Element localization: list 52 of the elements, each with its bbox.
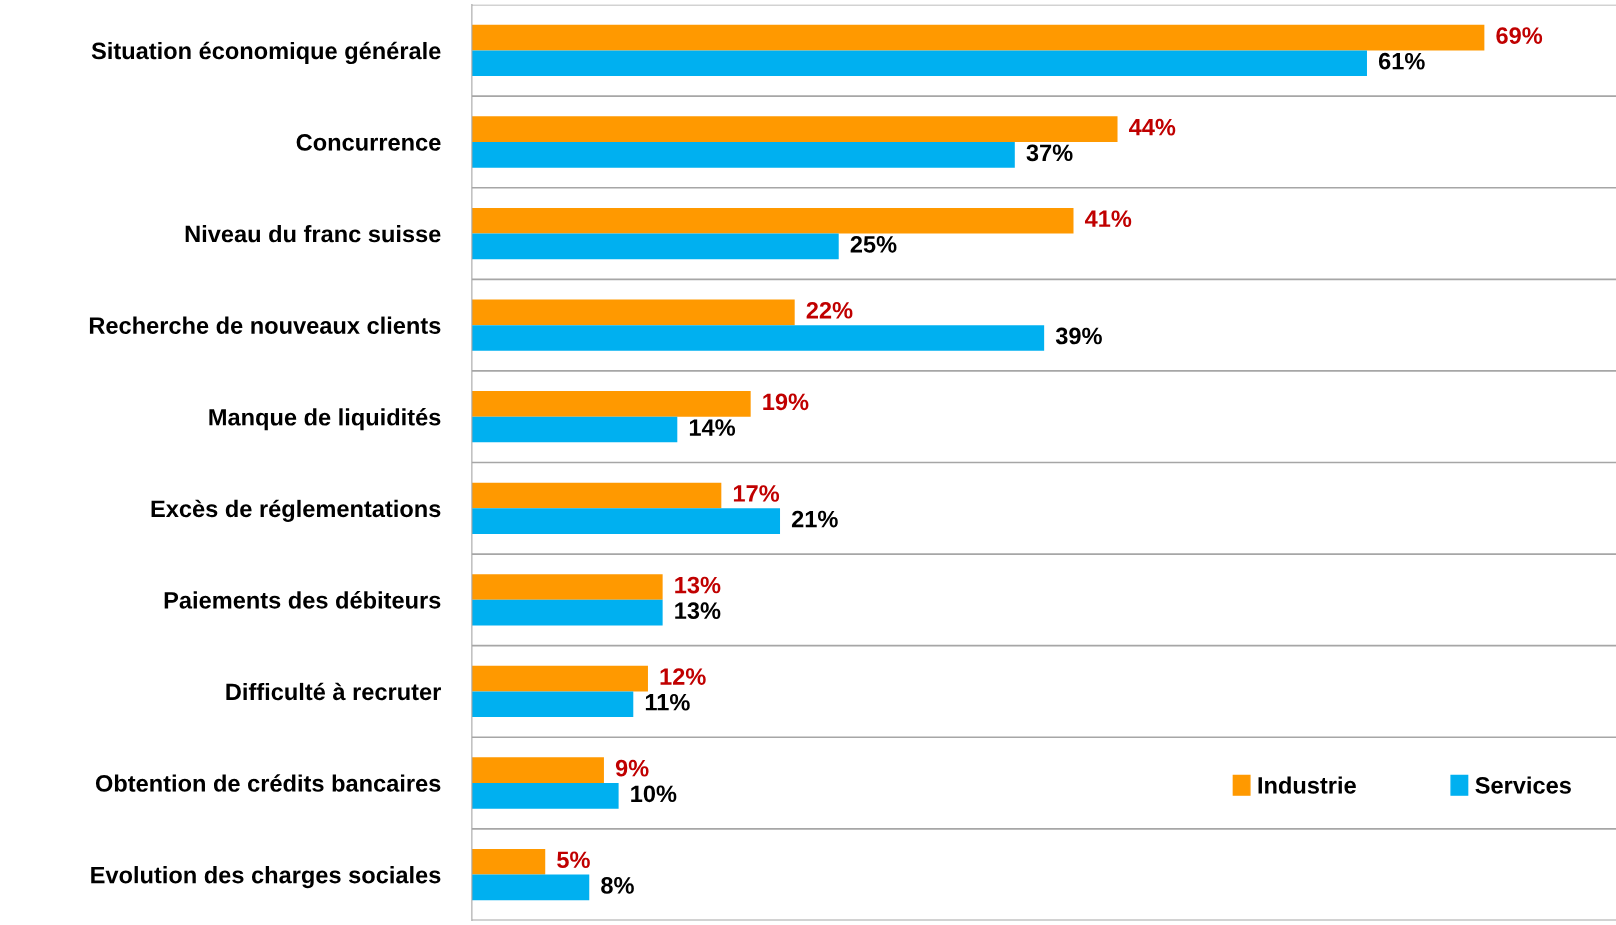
- data-label: 11%: [645, 693, 690, 711]
- data-label: 10%: [631, 785, 677, 803]
- bar: [471, 24, 1485, 51]
- data-label: 22%: [806, 301, 853, 319]
- bar: [471, 325, 1045, 351]
- bar: [471, 233, 839, 260]
- y-tick-label: Situation économique générale: [91, 41, 441, 65]
- y-tick-label: Manque de liquidités: [209, 408, 441, 431]
- data-label: 19%: [763, 393, 809, 411]
- data-label: 44%: [1128, 118, 1176, 136]
- bar: [471, 50, 1367, 77]
- bar: [471, 141, 1015, 168]
- bar: [471, 508, 781, 534]
- bar: [471, 783, 619, 809]
- y-tick-label: Concurrence: [296, 134, 441, 151]
- bar: [471, 416, 678, 443]
- bar: [471, 599, 663, 626]
- bar: [471, 874, 590, 901]
- data-label: 8%: [601, 877, 634, 894]
- legend-label: Industrie: [1258, 776, 1356, 794]
- y-tick-label: Difficulté à recruter: [226, 682, 441, 701]
- y-tick-label: Obtention de crédits bancaires: [95, 774, 441, 792]
- y-tick-label: Paiements des débiteurs: [164, 591, 441, 609]
- data-label: 39%: [1055, 327, 1102, 345]
- data-label: 21%: [791, 510, 838, 528]
- data-label: 37%: [1026, 144, 1073, 162]
- bar: [471, 691, 634, 718]
- bar: [471, 848, 546, 875]
- bar: [471, 299, 795, 326]
- data-label: 41%: [1084, 210, 1132, 228]
- data-label: 13%: [675, 576, 721, 594]
- bar: [471, 207, 1074, 234]
- data-label: 13%: [675, 602, 721, 620]
- bar: [471, 116, 1118, 142]
- y-tick-label: Recherche de nouveaux clients: [89, 316, 441, 334]
- data-label: 9%: [615, 759, 649, 777]
- bar: [471, 665, 648, 692]
- legend-label: Services: [1475, 776, 1571, 794]
- bar: [471, 391, 751, 417]
- bar: [471, 757, 604, 784]
- y-tick-label: Excès de réglementations: [151, 499, 441, 522]
- data-label: 61%: [1378, 52, 1425, 70]
- y-tick-label: Evolution des charges sociales: [91, 866, 441, 889]
- bar: [471, 574, 663, 600]
- data-label: 25%: [850, 236, 897, 253]
- data-label: 12%: [660, 668, 706, 685]
- y-tick-label: Niveau du franc suisse: [185, 225, 441, 243]
- bar: [471, 482, 722, 509]
- data-label: 14%: [689, 419, 736, 436]
- data-label: 69%: [1496, 27, 1543, 44]
- data-label: 5%: [557, 851, 590, 869]
- data-label: 17%: [733, 485, 780, 502]
